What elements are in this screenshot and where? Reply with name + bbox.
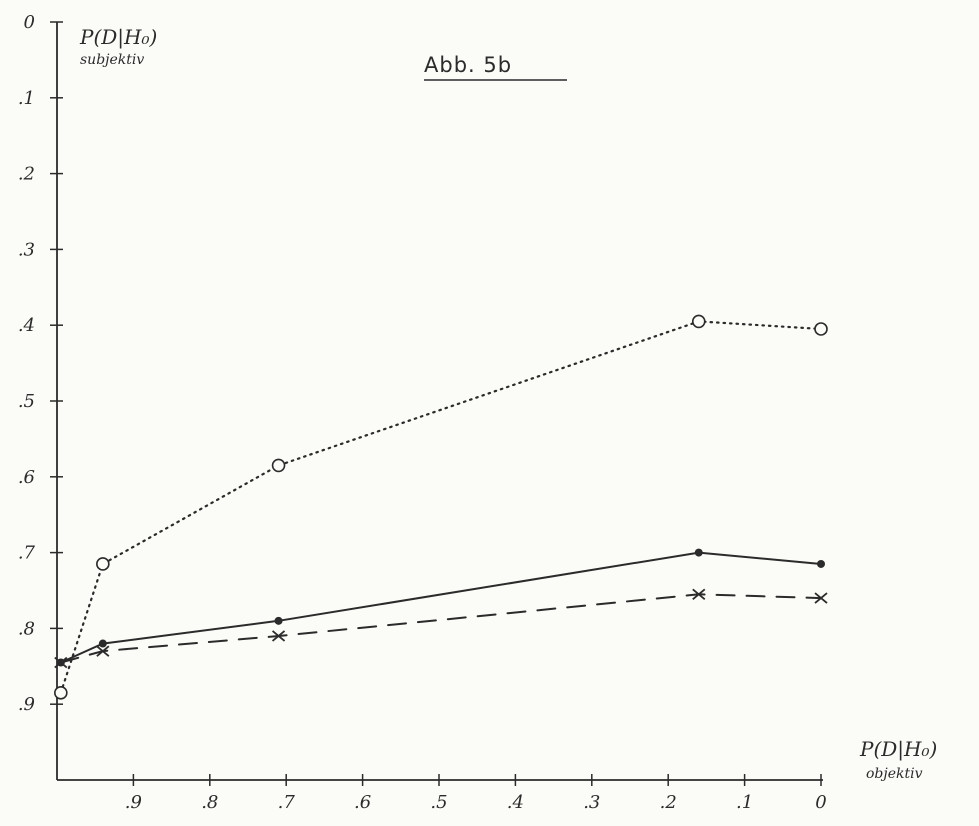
- y-tick-label: .4: [18, 315, 35, 336]
- x-marker-stroke: [814, 592, 828, 604]
- y-tick-label: .6: [18, 467, 35, 488]
- x-marker-stroke: [54, 656, 68, 669]
- open-circle-marker: [271, 458, 286, 473]
- x-marker-stroke: [96, 645, 110, 657]
- x-marker: [96, 645, 110, 657]
- series-line-dashed: [59, 593, 822, 664]
- chart-title: Abb. 5b: [424, 53, 512, 77]
- y-tick-label: .1: [18, 88, 35, 109]
- x-axis-label: P(D|H₀): [859, 737, 937, 762]
- x-tick-label: .2: [660, 792, 677, 813]
- series-layer: [54, 314, 828, 700]
- x-marker-stroke: [692, 588, 706, 600]
- filled-dot-marker: [817, 559, 825, 568]
- x-tick-label: .4: [507, 792, 524, 813]
- series-line-solid: [59, 551, 822, 664]
- x-marker: [271, 630, 286, 642]
- y-tick-label: .8: [18, 618, 35, 639]
- y-tick-label: .7: [18, 543, 36, 564]
- open-circle-marker: [691, 314, 706, 329]
- x-marker: [814, 592, 828, 604]
- x-tick-label: .7: [278, 792, 296, 813]
- x-tick-label: .6: [354, 792, 371, 813]
- series-line-dotted: [59, 320, 823, 694]
- y-axis-label: P(D|H₀): [79, 25, 157, 50]
- x-tick-label: 0: [815, 792, 826, 813]
- open-circle-marker: [814, 322, 828, 336]
- x-marker-stroke: [271, 630, 286, 642]
- x-tick-label: .9: [125, 792, 142, 813]
- filled-dot-marker: [694, 548, 703, 557]
- open-circle-marker: [96, 557, 110, 571]
- y-tick-label: .3: [18, 239, 35, 260]
- x-marker: [54, 656, 68, 669]
- y-tick-label: .5: [18, 391, 35, 412]
- x-tick-label: .1: [736, 792, 753, 813]
- axes: [56, 22, 823, 781]
- x-axis-sublabel: objektiv: [866, 766, 923, 782]
- y-axis-ticks: 0 .1 .2 .3 .4 .5 .6 .7 .8 .9: [18, 12, 63, 715]
- x-tick-label: .5: [430, 792, 447, 813]
- y-tick-label: .2: [18, 164, 35, 185]
- y-axis-sublabel: subjektiv: [80, 52, 144, 68]
- y-tick-label: 0: [24, 12, 35, 33]
- x-marker: [692, 588, 706, 600]
- filled-dot-marker: [98, 639, 107, 648]
- x-tick-label: .8: [201, 792, 218, 813]
- x-tick-label: .3: [583, 792, 600, 813]
- y-tick-label: .9: [18, 694, 35, 715]
- x-axis-ticks: .9 .8 .7 .6 .5 .4 .3 .2 .1 0: [125, 774, 827, 813]
- open-circle-marker: [54, 686, 68, 700]
- filled-dot-marker: [274, 616, 283, 625]
